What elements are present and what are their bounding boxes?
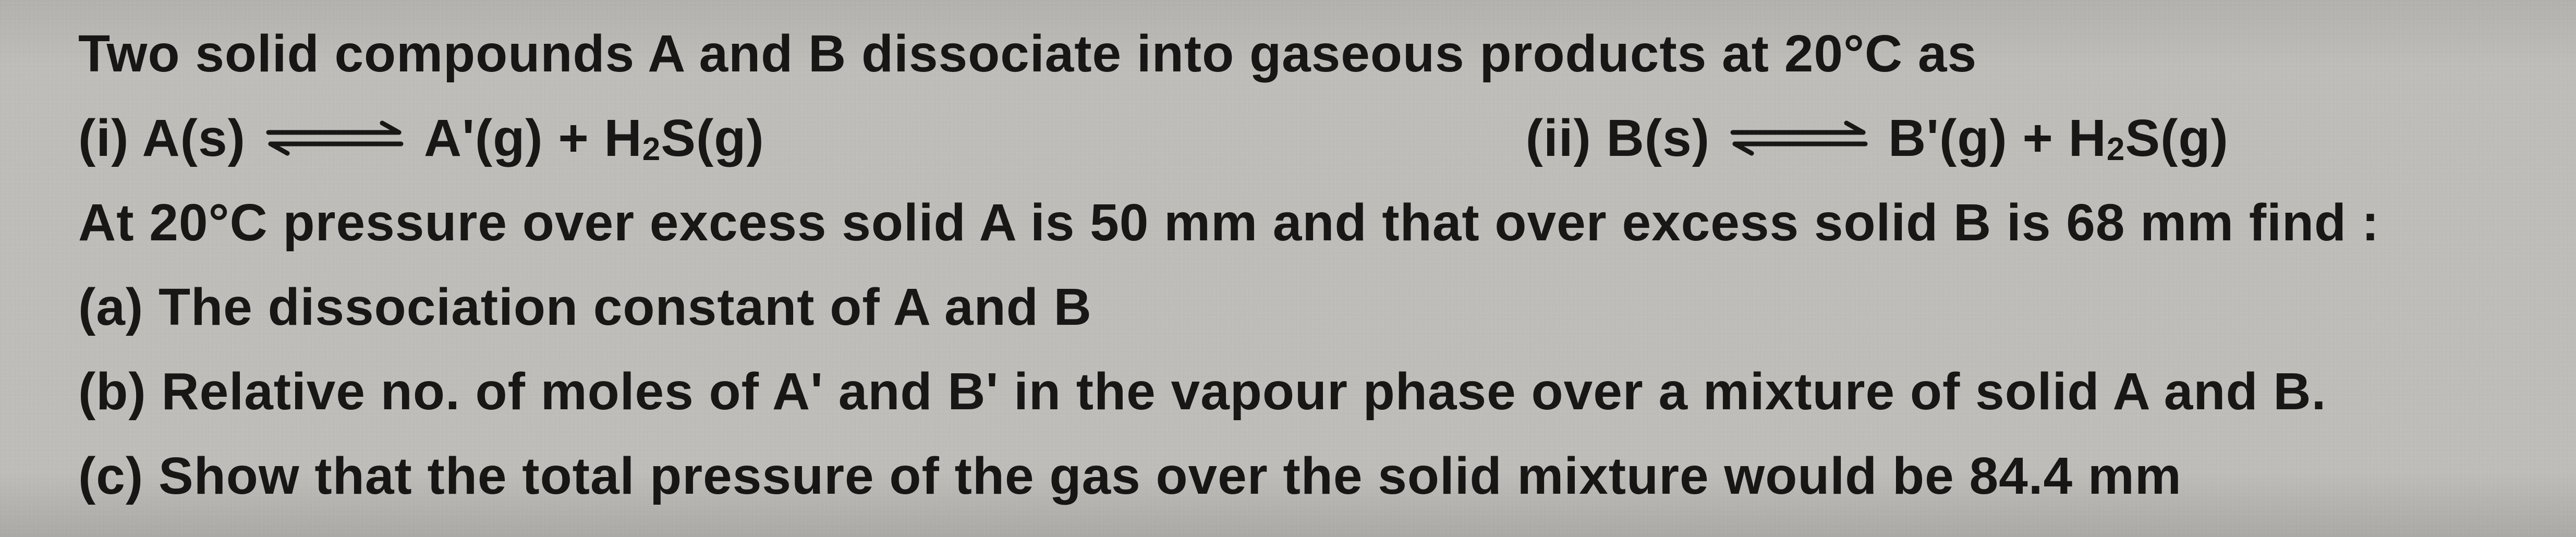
eq1-tail: S(g) [661,109,764,167]
eq2-rhs: B'(g) + H2S(g) [1888,96,2229,180]
equations-row: (i) A(s) A'(g) + H2S(g) (ii) B(s) [78,96,2529,180]
equilibrium-arrow-icon [264,120,405,156]
eq2-lhs: (ii) B(s) [1526,96,1710,180]
equation-2: (ii) B(s) B'(g) + H2S(g) [1526,96,2229,180]
question-c: (c) Show that the total pressure of the … [78,434,2529,518]
conditions-line: At 20°C pressure over excess solid A is … [78,180,2529,265]
eq1-rhs: A'(g) + H2S(g) [424,96,764,180]
subscript-2: 2 [2107,131,2125,167]
eq1-rhs-text: A'(g) + H [424,109,642,167]
equilibrium-arrow-icon [1729,120,1869,156]
eq2-tail: S(g) [2125,109,2228,167]
eq1-lhs: (i) A(s) [78,96,246,180]
question-b: (b) Relative no. of moles of A' and B' i… [78,349,2529,434]
intro-line: Two solid compounds A and B dissociate i… [78,11,2529,96]
subscript-2: 2 [642,131,661,167]
eq2-rhs-text: B'(g) + H [1888,109,2107,167]
question-block: Two solid compounds A and B dissociate i… [0,0,2576,518]
question-a: (a) The dissociation constant of A and B [78,265,2529,349]
equation-1: (i) A(s) A'(g) + H2S(g) [78,96,764,180]
